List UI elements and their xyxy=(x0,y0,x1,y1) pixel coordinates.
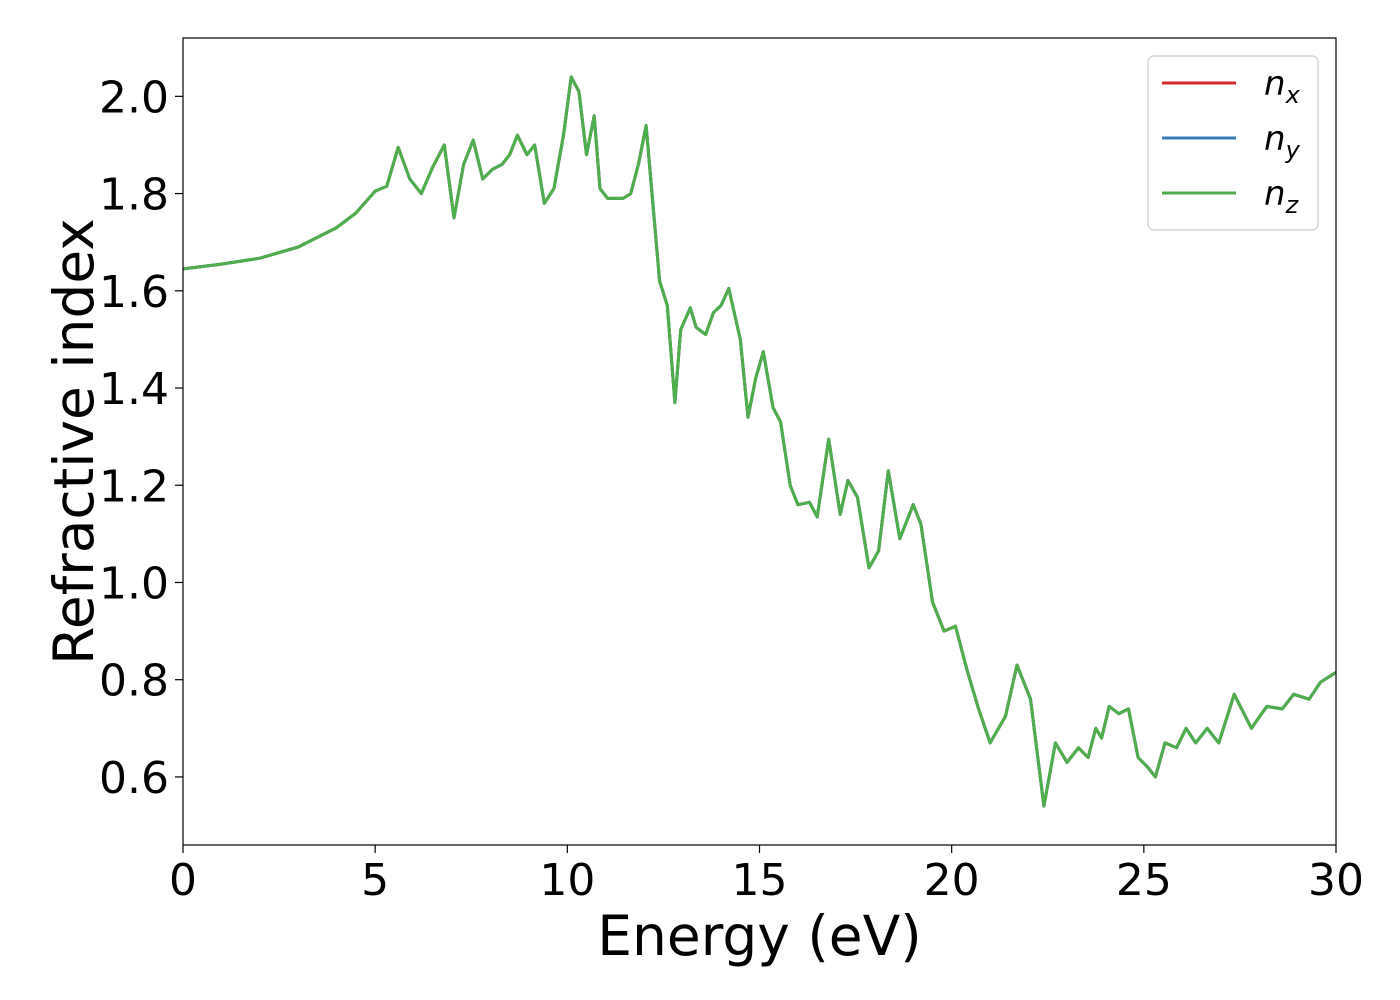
x-tick-label: 10 xyxy=(539,855,595,906)
x-tick-label: 0 xyxy=(169,855,197,906)
x-axis: 0 5 10 15 20 25 30 xyxy=(169,845,1364,906)
x-tick-label: 15 xyxy=(732,855,788,906)
y-axis: 0.6 0.8 1.0 1.2 1.4 1.6 1.8 2.0 xyxy=(99,72,183,804)
x-tick-label: 5 xyxy=(361,855,389,906)
y-tick-label: 1.2 xyxy=(99,461,169,512)
x-tick-label: 25 xyxy=(1116,855,1172,906)
x-tick-label: 20 xyxy=(924,855,980,906)
y-tick-label: 1.4 xyxy=(99,364,169,415)
y-tick-label: 1.0 xyxy=(99,558,169,609)
legend-label-y: ny xyxy=(1264,119,1301,164)
y-axis-title: Refractive index xyxy=(42,218,106,665)
x-tick-label: 30 xyxy=(1308,855,1364,906)
x-axis-title: Energy (eV) xyxy=(597,904,921,968)
series-line-z xyxy=(183,75,1336,808)
y-tick-label: 0.8 xyxy=(99,656,169,707)
legend-box xyxy=(1147,55,1319,231)
y-tick-label: 0.6 xyxy=(99,753,169,804)
legend-label-x: nx xyxy=(1264,64,1301,109)
legend-label-z: nz xyxy=(1264,174,1300,219)
series-layer xyxy=(183,75,1336,808)
y-tick-label: 1.6 xyxy=(99,267,169,318)
legend: nx ny nz xyxy=(1147,55,1319,231)
y-tick-label: 1.8 xyxy=(99,170,169,221)
y-tick-label: 2.0 xyxy=(99,72,169,123)
